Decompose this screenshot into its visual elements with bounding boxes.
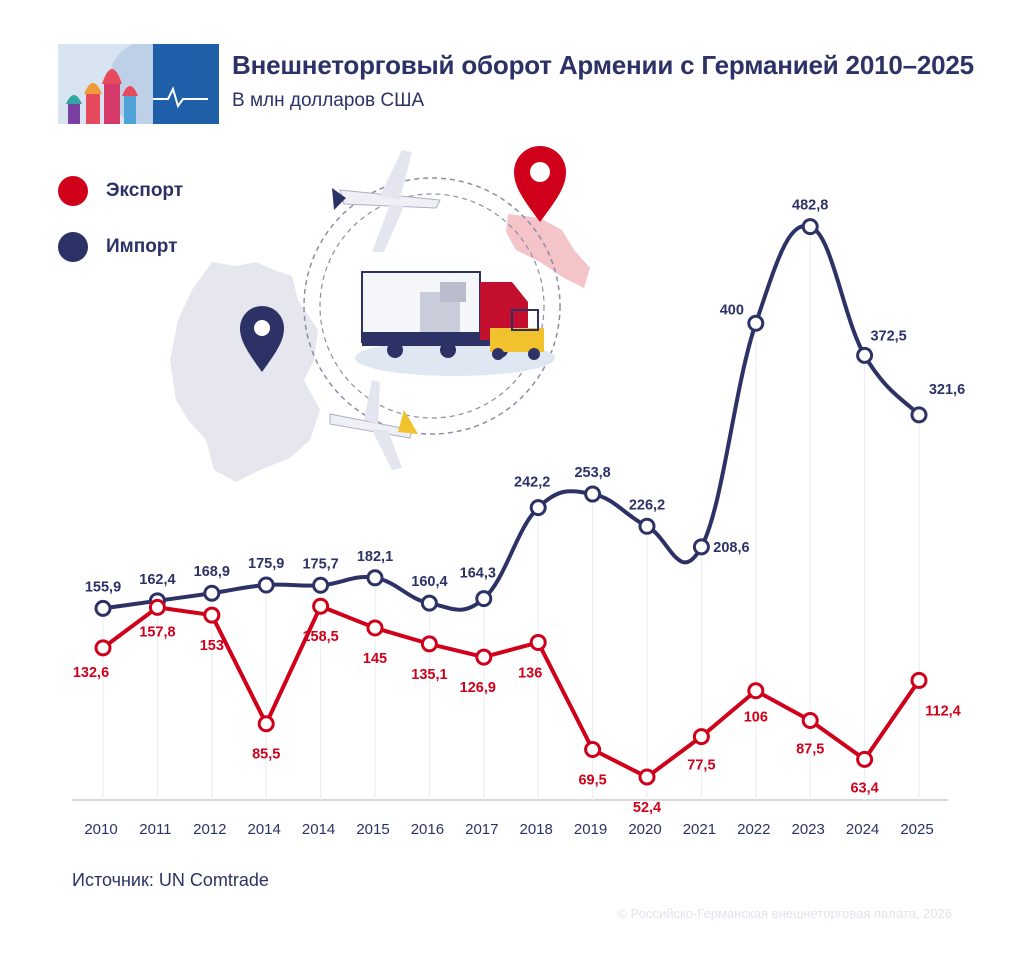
export-point — [420, 635, 438, 653]
x-tick-label: 2014 — [302, 821, 335, 838]
export-point — [257, 715, 275, 733]
import-point — [747, 314, 765, 332]
trade-illustration — [170, 146, 590, 482]
export-value-label: 85,5 — [252, 747, 280, 763]
export-value-label: 132,6 — [73, 665, 109, 681]
export-value-label: 112,4 — [925, 703, 961, 719]
x-tick-label: 2021 — [683, 821, 716, 838]
logo — [58, 39, 219, 129]
x-tick-label: 2019 — [574, 821, 607, 838]
page-subtitle: В млн долларов США — [232, 90, 425, 111]
import-value-label: 155,9 — [85, 579, 121, 595]
export-point — [910, 671, 928, 689]
x-tick-label: 2023 — [792, 821, 825, 838]
import-value-label: 482,8 — [792, 198, 828, 214]
export-point — [801, 712, 819, 730]
export-series-line — [101, 604, 921, 780]
export-value-label: 135,1 — [411, 667, 447, 683]
import-value-label: 226,2 — [629, 497, 665, 513]
legend-item-export: Экспорт — [58, 174, 183, 208]
export-value-label: 52,4 — [633, 800, 661, 816]
import-point — [910, 406, 928, 424]
import-value-label: 372,5 — [870, 328, 906, 344]
x-tick-label: 2022 — [737, 821, 770, 838]
import-value-label: 400 — [720, 302, 744, 318]
import-point — [94, 599, 112, 617]
import-value-label: 208,6 — [713, 540, 749, 556]
import-point — [638, 517, 656, 535]
x-tick-label: 2024 — [846, 821, 879, 838]
legend-item-import: Импорт — [58, 230, 177, 264]
pin-germany-icon — [240, 306, 284, 372]
export-point — [856, 750, 874, 768]
import-point — [584, 485, 602, 503]
export-value-label: 63,4 — [850, 780, 878, 796]
copyright-note: © Российско-Германская внешнеторговая па… — [617, 906, 952, 921]
x-tick-label: 2018 — [520, 821, 553, 838]
import-value-label: 175,7 — [302, 556, 338, 572]
import-value-label: 162,4 — [139, 572, 175, 588]
import-point — [856, 346, 874, 364]
import-point — [529, 499, 547, 517]
import-point — [203, 584, 221, 602]
import-point — [692, 538, 710, 556]
export-point — [475, 648, 493, 666]
import-value-label: 253,8 — [574, 465, 610, 481]
import-point — [420, 594, 438, 612]
logo-image — [58, 39, 219, 129]
export-value-label: 87,5 — [796, 742, 824, 758]
export-point — [584, 741, 602, 759]
export-value-label: 157,8 — [139, 624, 175, 640]
export-point — [203, 606, 221, 624]
import-point — [257, 576, 275, 594]
import-value-label: 175,9 — [248, 556, 284, 572]
legend-marker-import — [58, 232, 88, 262]
export-value-label: 136 — [518, 665, 542, 681]
x-tick-label: 2011 — [139, 821, 171, 838]
plane-top-icon — [332, 150, 441, 252]
import-value-label: 182,1 — [357, 549, 393, 565]
import-value-label: 160,4 — [411, 574, 447, 590]
export-point — [366, 619, 384, 637]
legend-label-export: Экспорт — [106, 180, 184, 201]
export-value-label: 153 — [200, 638, 224, 654]
import-point — [312, 576, 330, 594]
x-tick-label: 2015 — [356, 821, 389, 838]
x-tick-label: 2014 — [248, 821, 281, 838]
x-tick-label: 2016 — [411, 821, 444, 838]
export-value-label: 126,9 — [460, 680, 496, 696]
import-value-label: 164,3 — [460, 566, 496, 582]
x-tick-label: 2017 — [465, 821, 498, 838]
x-tick-label: 2025 — [900, 821, 933, 838]
export-value-label: 69,5 — [578, 773, 606, 789]
source-note: Источник: UN Comtrade — [72, 870, 269, 890]
export-point — [312, 597, 330, 615]
export-value-label: 145 — [363, 651, 387, 667]
export-value-label: 77,5 — [687, 758, 715, 774]
export-point — [529, 633, 547, 651]
plane-bottom-icon — [329, 380, 418, 470]
export-point — [638, 768, 656, 786]
import-value-label: 321,6 — [929, 382, 965, 398]
import-value-label: 168,9 — [194, 564, 230, 580]
export-value-label: 106 — [744, 710, 768, 726]
export-value-label: 158,5 — [302, 629, 338, 645]
export-point — [747, 682, 765, 700]
import-point — [801, 218, 819, 236]
x-tick-label: 2012 — [193, 821, 226, 838]
export-point — [692, 728, 710, 746]
export-point — [148, 598, 166, 616]
legend-label-import: Импорт — [106, 236, 178, 257]
pin-armenia-icon — [514, 146, 566, 222]
export-point — [94, 639, 112, 657]
import-value-label: 242,2 — [514, 475, 550, 491]
legend-marker-export — [58, 176, 88, 206]
x-tick-label: 2020 — [628, 821, 661, 838]
x-tick-label: 2010 — [84, 821, 117, 838]
import-point — [366, 569, 384, 587]
import-point — [475, 590, 493, 608]
page-title: Внешнеторговый оборот Армении с Германие… — [232, 50, 974, 80]
germany-map-shape — [170, 262, 320, 482]
